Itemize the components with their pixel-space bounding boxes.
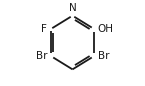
Text: OH: OH bbox=[98, 24, 114, 34]
Text: Br: Br bbox=[36, 51, 47, 61]
Text: Br: Br bbox=[98, 51, 109, 61]
Text: N: N bbox=[69, 3, 76, 13]
Text: F: F bbox=[41, 24, 47, 34]
